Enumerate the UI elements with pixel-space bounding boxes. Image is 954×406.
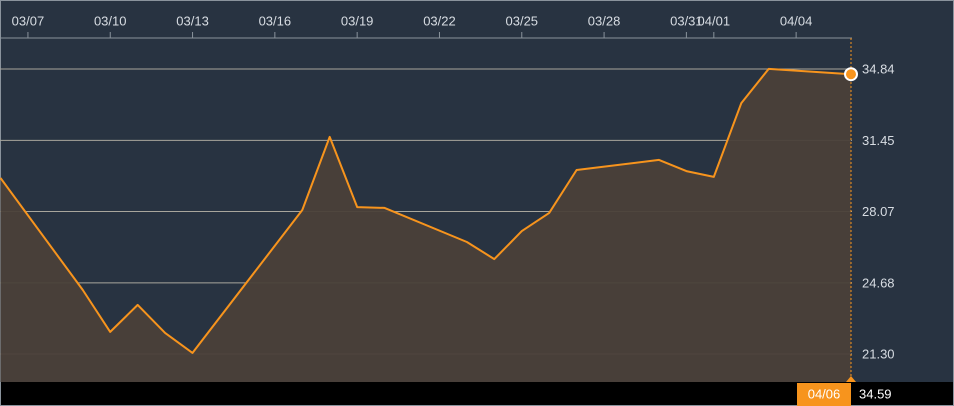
x-tick-label: 03/19 — [341, 13, 374, 28]
cursor-arrow — [846, 376, 856, 382]
bottom-bar — [0, 382, 954, 406]
x-tick-label: 03/10 — [94, 13, 127, 28]
plot — [0, 38, 858, 406]
cursor-date: 04/06 — [808, 386, 841, 401]
y-tick-label: 21.30 — [862, 346, 895, 361]
y-tick-label: 24.68 — [862, 275, 895, 290]
x-tick-label: 03/28 — [588, 13, 621, 28]
x-tick-label: 04/01 — [698, 13, 731, 28]
cursor-date-box — [797, 383, 851, 406]
y-tick-label: 28.07 — [862, 204, 895, 219]
x-tick-label: 03/22 — [423, 13, 456, 28]
x-tick-label: 03/25 — [506, 13, 539, 28]
labels: 21.30 24.68 28.07 31.45 34.84 03/07 03/10 03/13… — [12, 13, 895, 401]
x-tick-label: 03/31 — [670, 13, 703, 28]
line — [0, 67, 852, 354]
cursor-value: 34.59 — [859, 386, 892, 401]
y-tick-label: 31.45 — [862, 133, 895, 148]
x-tick-label: 04/04 — [780, 13, 813, 28]
y-tick-label: 34.84 — [862, 61, 895, 76]
last-point — [844, 67, 858, 82]
x-tick-label: 03/07 — [12, 13, 45, 28]
x-tick-label: 03/13 — [176, 13, 209, 28]
x-tick-label: 03/16 — [259, 13, 292, 28]
